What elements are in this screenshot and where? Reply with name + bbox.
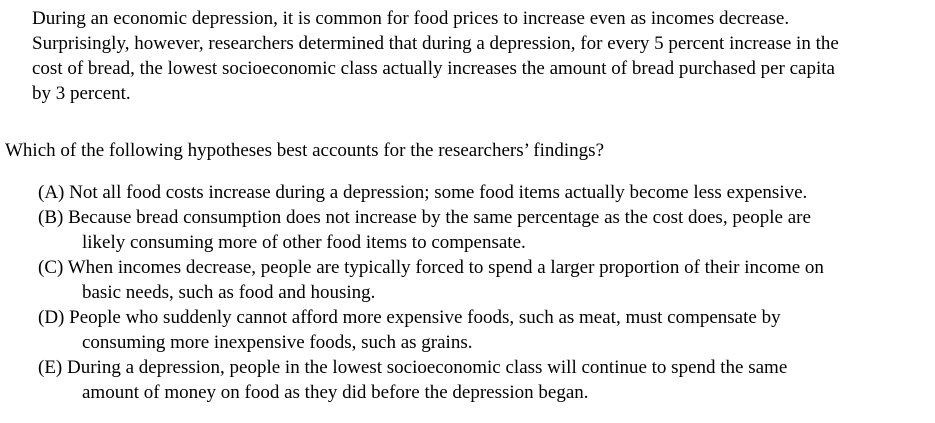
choice-line: (E) During a depression, people in the l… [38,357,788,378]
choice-a[interactable]: (A) Not all food costs increase during a… [38,180,933,205]
choice-b[interactable]: (B) Because bread consumption does not i… [38,205,933,255]
answer-choices: (A) Not all food costs increase during a… [38,180,933,405]
passage-line: During an economic depression, it is com… [32,8,790,29]
choice-line: consuming more inexpensive foods, such a… [82,332,473,353]
choice-line: amount of money on food as they did befo… [82,382,589,403]
choice-line: (C) When incomes decrease, people are ty… [38,257,824,278]
choice-line: (D) People who suddenly cannot afford mo… [38,307,781,328]
choice-line: basic needs, such as food and housing. [82,282,376,303]
choice-c[interactable]: (C) When incomes decrease, people are ty… [38,255,933,305]
passage-line: Surprisingly, however, researchers deter… [32,33,839,54]
passage: During an economic depression, it is com… [32,6,932,106]
choice-line: likely consuming more of other food item… [82,232,526,253]
choice-line: (B) Because bread consumption does not i… [38,207,811,228]
choice-line: (A) Not all food costs increase during a… [38,182,808,203]
choice-d[interactable]: (D) People who suddenly cannot afford mo… [38,305,933,355]
passage-line: cost of bread, the lowest socioeconomic … [32,58,835,79]
question-stem: Which of the following hypotheses best a… [5,140,605,161]
passage-line: by 3 percent. [32,83,131,104]
choice-e[interactable]: (E) During a depression, people in the l… [38,355,933,405]
